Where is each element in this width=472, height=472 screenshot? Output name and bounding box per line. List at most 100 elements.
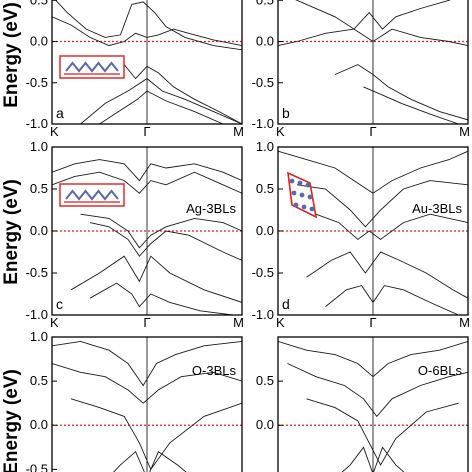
panel-letter: a	[56, 105, 64, 121]
atom	[305, 182, 311, 188]
panel-c: -1.0 -0.5 0.0 0.5 1.0 K Γ Mc Ag-3BLs	[26, 139, 244, 330]
panel-a: -1.0 -0.5 0.0 0.5 K Γ Ma	[26, 0, 244, 139]
x-tick-label: K	[276, 124, 285, 139]
band-line-3	[334, 64, 468, 121]
y-tick-label: 1.0	[30, 139, 48, 154]
band-line-4	[80, 78, 242, 124]
panel-letter: b	[282, 105, 290, 121]
band-line-2	[52, 363, 242, 404]
y-tick-label: 0.0	[256, 34, 274, 49]
y-tick-label: -1.0	[252, 116, 274, 131]
y-tick-label: 0.0	[256, 223, 274, 238]
y-tick-label: 0.5	[30, 181, 48, 196]
bands	[52, 340, 242, 472]
inset-frame	[59, 55, 125, 79]
y-axis-label-row3: Energy (eV)	[1, 369, 22, 472]
x-tick-label: Γ	[143, 315, 150, 330]
band-line-2	[52, 16, 242, 47]
structure-inset	[59, 183, 125, 207]
band-line-4	[89, 222, 242, 261]
band-line-3	[70, 398, 242, 471]
y-tick-label: 0.5	[256, 0, 274, 7]
structure-label: O-6BLs	[418, 363, 463, 378]
inset-frame	[59, 183, 125, 207]
structure-label: Au-3BLs	[412, 201, 462, 216]
y-tick-label: 0.5	[30, 373, 48, 388]
band-line-1	[278, 340, 468, 378]
y-axis-label-row2: Energy (eV)	[1, 179, 22, 285]
plot-frame	[51, 336, 243, 472]
y-tick-label: 1.0	[30, 329, 48, 344]
x-tick-label: K	[50, 124, 59, 139]
y-tick-label: 0.0	[30, 34, 48, 49]
plot-frame	[277, 336, 469, 472]
x-tick-label: Γ	[369, 124, 376, 139]
band-line-1	[278, 150, 468, 194]
atom	[301, 204, 307, 210]
y-tick-label: -1.0	[26, 116, 48, 131]
y-tick-label: 0.5	[256, 373, 274, 388]
zigzag-chain	[65, 189, 119, 201]
y-tick-label: 0.0	[30, 223, 48, 238]
y-tick-label: 1.0	[256, 139, 274, 154]
x-tick-label: M	[233, 315, 244, 330]
band-line-2	[287, 363, 468, 418]
structure-label: O-3BLs	[192, 363, 237, 378]
panel-e: -0.5 0.0 0.5 1.0 O-3BLs	[26, 329, 243, 472]
band-line-4	[341, 446, 405, 472]
zigzag-chain	[65, 61, 119, 73]
band-line-1	[52, 340, 242, 387]
band-line-5	[70, 255, 242, 303]
plot-frame	[51, 0, 243, 125]
atom	[289, 178, 295, 184]
band-line-2	[296, 180, 468, 228]
x-tick-label: K	[50, 315, 59, 330]
panel-b: -1.0 -0.5 0.0 0.5 K Γ Mb	[252, 0, 470, 139]
bands	[278, 340, 468, 472]
atom	[307, 194, 313, 200]
y-tick-label: -0.5	[26, 75, 48, 90]
atom	[291, 190, 297, 196]
y-tick-label: -0.5	[26, 265, 48, 280]
atom	[293, 202, 299, 208]
y-tick-label: -1.0	[252, 307, 274, 322]
band-line-1	[52, 159, 242, 182]
unit-cell	[287, 171, 318, 219]
band-line-1	[295, 0, 451, 30]
bands	[278, 0, 468, 124]
structure-label: Ag-3BLs	[186, 201, 236, 216]
bands	[52, 159, 242, 315]
y-tick-label: 0.0	[30, 417, 48, 432]
band-line-4	[363, 86, 459, 124]
x-tick-label: Γ	[143, 124, 150, 139]
band-line-4	[306, 251, 468, 299]
band-line-3	[80, 213, 242, 249]
panel-f: 0.0 0.5 O-6BLs	[256, 336, 469, 472]
bands	[52, 0, 242, 124]
band-line-3	[306, 398, 459, 466]
band-line-6	[89, 282, 233, 315]
x-tick-label: K	[276, 315, 285, 330]
panel-letter: d	[282, 296, 290, 312]
y-tick-label: -0.5	[26, 461, 48, 472]
y-axis-label-row1: Energy (eV)	[1, 2, 22, 108]
y-tick-label: 0.0	[256, 417, 274, 432]
y-tick-label: -0.5	[252, 75, 274, 90]
atom	[309, 206, 315, 212]
atom	[297, 180, 303, 186]
plot-frame	[277, 0, 469, 125]
band-line-3	[108, 64, 242, 124]
y-tick-label: 0.5	[256, 181, 274, 196]
x-tick-label: Γ	[369, 315, 376, 330]
band-line-2	[278, 28, 468, 47]
y-tick-label: 0.5	[30, 0, 48, 7]
band-line-1	[54, 0, 242, 51]
band-line-5	[325, 285, 459, 315]
y-tick-label: -0.5	[252, 265, 274, 280]
x-tick-label: M	[459, 124, 470, 139]
panel-letter: c	[56, 296, 63, 312]
x-tick-label: M	[459, 315, 470, 330]
panel-d: -1.0 -0.5 0.0 0.5 1.0 K Γ Md Au-3BLs	[252, 139, 470, 330]
structure-inset	[287, 171, 318, 219]
